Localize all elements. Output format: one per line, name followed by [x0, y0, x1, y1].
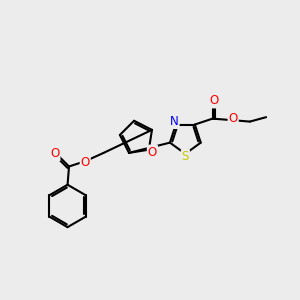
- Text: O: O: [229, 112, 238, 125]
- Text: O: O: [81, 156, 90, 169]
- Text: O: O: [209, 94, 219, 107]
- Text: N: N: [170, 115, 179, 128]
- Text: O: O: [50, 147, 59, 160]
- Text: O: O: [148, 146, 157, 159]
- Text: S: S: [182, 150, 189, 163]
